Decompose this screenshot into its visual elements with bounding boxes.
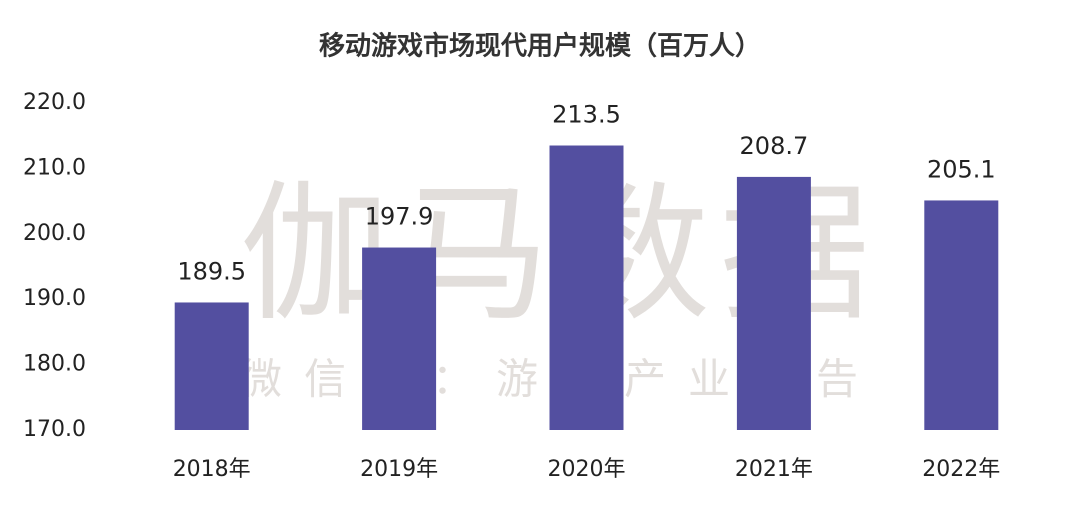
x-tick-label: 2020年 <box>548 457 626 482</box>
y-tick-label: 180.0 <box>23 352 86 377</box>
y-tick-label: 200.0 <box>23 221 86 246</box>
y-tick-label: 220.0 <box>23 90 86 115</box>
value-label: 189.5 <box>177 257 246 285</box>
value-label: 213.5 <box>552 101 621 129</box>
bar <box>924 200 999 430</box>
bar <box>362 247 437 430</box>
value-label: 208.7 <box>740 132 809 160</box>
y-tick-label: 190.0 <box>23 286 86 311</box>
x-tick-label: 2021年 <box>735 457 813 482</box>
chart-title: 移动游戏市场现代用户规模（百万人） <box>319 31 761 62</box>
y-tick-label: 210.0 <box>23 155 86 180</box>
x-tick-label: 2019年 <box>360 457 438 482</box>
x-tick-label: 2022年 <box>922 457 1000 482</box>
value-label: 205.1 <box>927 155 996 183</box>
bar <box>549 145 624 430</box>
y-tick-label: 170.0 <box>23 417 86 442</box>
bar <box>174 302 249 430</box>
bar <box>736 176 811 430</box>
x-tick-label: 2018年 <box>173 457 251 482</box>
value-label: 197.9 <box>365 203 434 231</box>
